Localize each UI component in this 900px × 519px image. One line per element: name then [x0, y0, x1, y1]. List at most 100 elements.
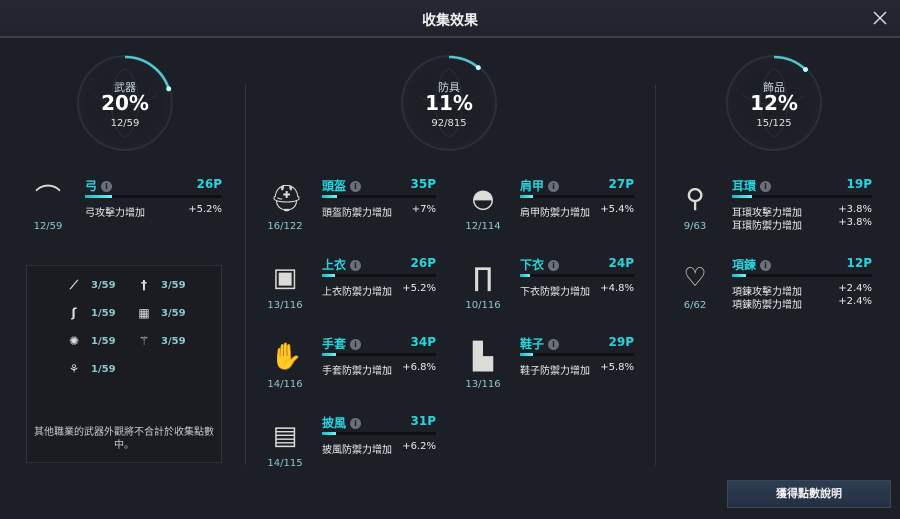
item-progress-bar: [85, 195, 222, 198]
item-name-text: 披風: [322, 416, 347, 430]
other-weapon-count: 3/59: [161, 308, 186, 319]
other-weapon-count: 3/59: [161, 280, 186, 291]
collection-item[interactable]: ▤ 14/115 披風 i 31P 披風防禦力增加 +6.2%: [262, 414, 436, 474]
cloak-icon: ▤: [272, 421, 298, 451]
item-points: 31P: [410, 414, 437, 428]
other-weapon-count: 1/59: [91, 308, 116, 319]
collection-item[interactable]: ◓ 12/114 肩甲 i 27P 肩甲防禦力增加 +5.4%: [460, 177, 634, 237]
collection-item[interactable]: ♡ 6/62 項鍊 i 12P 項鍊攻擊力增加 +2.4% 項鍊防禦力增加 +2.4%: [672, 256, 872, 316]
info-icon[interactable]: i: [350, 260, 362, 271]
effect-row: 耳環防禦力增加 +3.8%: [732, 217, 872, 232]
item-name-text: 下衣: [520, 258, 545, 272]
info-icon[interactable]: i: [350, 418, 362, 429]
collection-item[interactable]: ✋ 14/116 手套 i 34P 手套防禦力增加 +6.8%: [262, 335, 436, 395]
effect-row: 鞋子防禦力增加 +5.8%: [520, 362, 634, 377]
item-count: 14/115: [267, 458, 303, 469]
effect-value: +5.4%: [600, 204, 634, 215]
armor-summary-ring: 防具 11% 92/815: [401, 55, 497, 151]
item-progress-bar: [732, 195, 872, 198]
item-progress-bar: [322, 353, 436, 356]
item-count: 12/114: [465, 221, 501, 232]
scythe-icon: ʃ: [71, 306, 77, 320]
item-name-text: 肩甲: [520, 179, 545, 193]
item-progress-fill: [520, 353, 533, 356]
earring-icon: ⚲: [685, 184, 705, 214]
column-divider: [245, 85, 246, 465]
boots-icon: ▙: [473, 342, 493, 372]
item-points: 34P: [410, 335, 437, 349]
item-points: 19P: [846, 177, 873, 191]
item-points: 35P: [410, 177, 437, 191]
info-icon[interactable]: i: [760, 260, 772, 271]
other-weapon-count: 3/59: [161, 336, 186, 347]
info-icon[interactable]: i: [548, 260, 560, 271]
item-count: 13/116: [267, 300, 303, 311]
collection-item[interactable]: ▙ 13/116 鞋子 i 29P 鞋子防禦力增加 +5.8%: [460, 335, 634, 395]
item-progress-fill: [322, 432, 336, 435]
ring-progress-arc: [92, 55, 172, 138]
top-icon: ▣: [272, 263, 298, 293]
close-icon[interactable]: [870, 8, 890, 28]
collection-item[interactable]: ∏ 10/116 下衣 i 24P 下衣防禦力增加 +4.8%: [460, 256, 634, 316]
collection-item[interactable]: ⚲ 9/63 耳環 i 19P 耳環攻擊力增加 +3.8% 耳環防禦力增加 +3.8%: [672, 177, 872, 237]
points-explanation-button[interactable]: 獲得點數說明: [727, 480, 891, 508]
other-weapon-entry: ✺ 1/59: [67, 334, 116, 348]
item-progress-fill: [322, 353, 336, 356]
other-weapon-count: 3/59: [91, 280, 116, 291]
item-name: 上衣 i: [322, 256, 362, 273]
shoulder-icon: ◓: [471, 184, 495, 214]
item-name-text: 手套: [322, 337, 347, 351]
ring-progress-arc: [416, 55, 482, 138]
item-progress-fill: [520, 274, 531, 277]
item-count: 13/116: [465, 379, 501, 390]
effect-value: +5.2%: [188, 204, 222, 215]
item-name-text: 頭盔: [322, 179, 347, 193]
info-icon[interactable]: i: [350, 339, 362, 350]
item-name: 頭盔 i: [322, 177, 362, 194]
effect-value: +2.4%: [838, 283, 872, 294]
item-progress-bar: [520, 353, 634, 356]
info-icon[interactable]: i: [548, 339, 560, 350]
other-weapon-entry: ⚚ 3/59: [137, 334, 186, 348]
effect-row: 耳環攻擊力增加 +3.8%: [732, 204, 872, 219]
column-divider: [655, 85, 656, 465]
effect-row: 披風防禦力增加 +6.2%: [322, 441, 436, 456]
effect-label: 項鍊防禦力增加: [732, 300, 802, 311]
spear-icon: ⟋: [69, 278, 79, 292]
info-icon[interactable]: i: [760, 181, 772, 192]
info-icon[interactable]: i: [101, 181, 113, 192]
tome-icon: ▦: [138, 306, 150, 320]
info-icon[interactable]: i: [350, 181, 362, 192]
effect-value: +3.8%: [838, 217, 872, 228]
info-icon[interactable]: i: [548, 181, 560, 192]
summary-count: 15/125: [756, 118, 792, 129]
item-progress-fill: [85, 195, 113, 198]
sword-icon: †: [141, 278, 147, 292]
effect-label: 弓攻擊力增加: [85, 208, 145, 219]
effect-value: +3.8%: [838, 204, 872, 215]
effect-value: +4.8%: [600, 283, 634, 294]
collection-item[interactable]: ⛑ 16/122 頭盔 i 35P 頭盔防禦力增加 +7%: [262, 177, 436, 237]
other-class-weapons-panel: ⟋ 3/59 † 3/59 ʃ 1/59 ▦ 3/59 ✺ 1/59 ⚚ 3/59 ⚘ 1/59 其他職業…: [26, 265, 222, 463]
other-weapon-count: 1/59: [91, 336, 116, 347]
item-name: 項鍊 i: [732, 256, 772, 273]
orb-icon: ✺: [68, 334, 80, 348]
effect-label: 下衣防禦力增加: [520, 287, 590, 298]
summary-percent: 12%: [750, 91, 798, 115]
effect-value: +2.4%: [838, 296, 872, 307]
summary-count: 12/59: [110, 118, 140, 129]
summary-label: 防具: [438, 81, 460, 94]
item-name-text: 鞋子: [520, 337, 545, 351]
accessory-summary-ring: 飾品 12% 15/125: [726, 55, 822, 151]
header: 收集效果: [0, 0, 900, 38]
other-weapons-note: 其他職業的武器外觀將不合計於收集點數中。: [34, 427, 214, 451]
item-name-text: 弓: [85, 179, 98, 193]
effect-row: 下衣防禦力增加 +4.8%: [520, 283, 634, 298]
summary-percent: 11%: [425, 91, 473, 115]
page-title: 收集效果: [422, 13, 478, 29]
collection-item[interactable]: ▣ 13/116 上衣 i 26P 上衣防禦力增加 +5.2%: [262, 256, 436, 316]
effect-label: 上衣防禦力增加: [322, 287, 392, 298]
other-weapon-entry: † 3/59: [137, 278, 186, 292]
item-progress-bar: [520, 195, 634, 198]
